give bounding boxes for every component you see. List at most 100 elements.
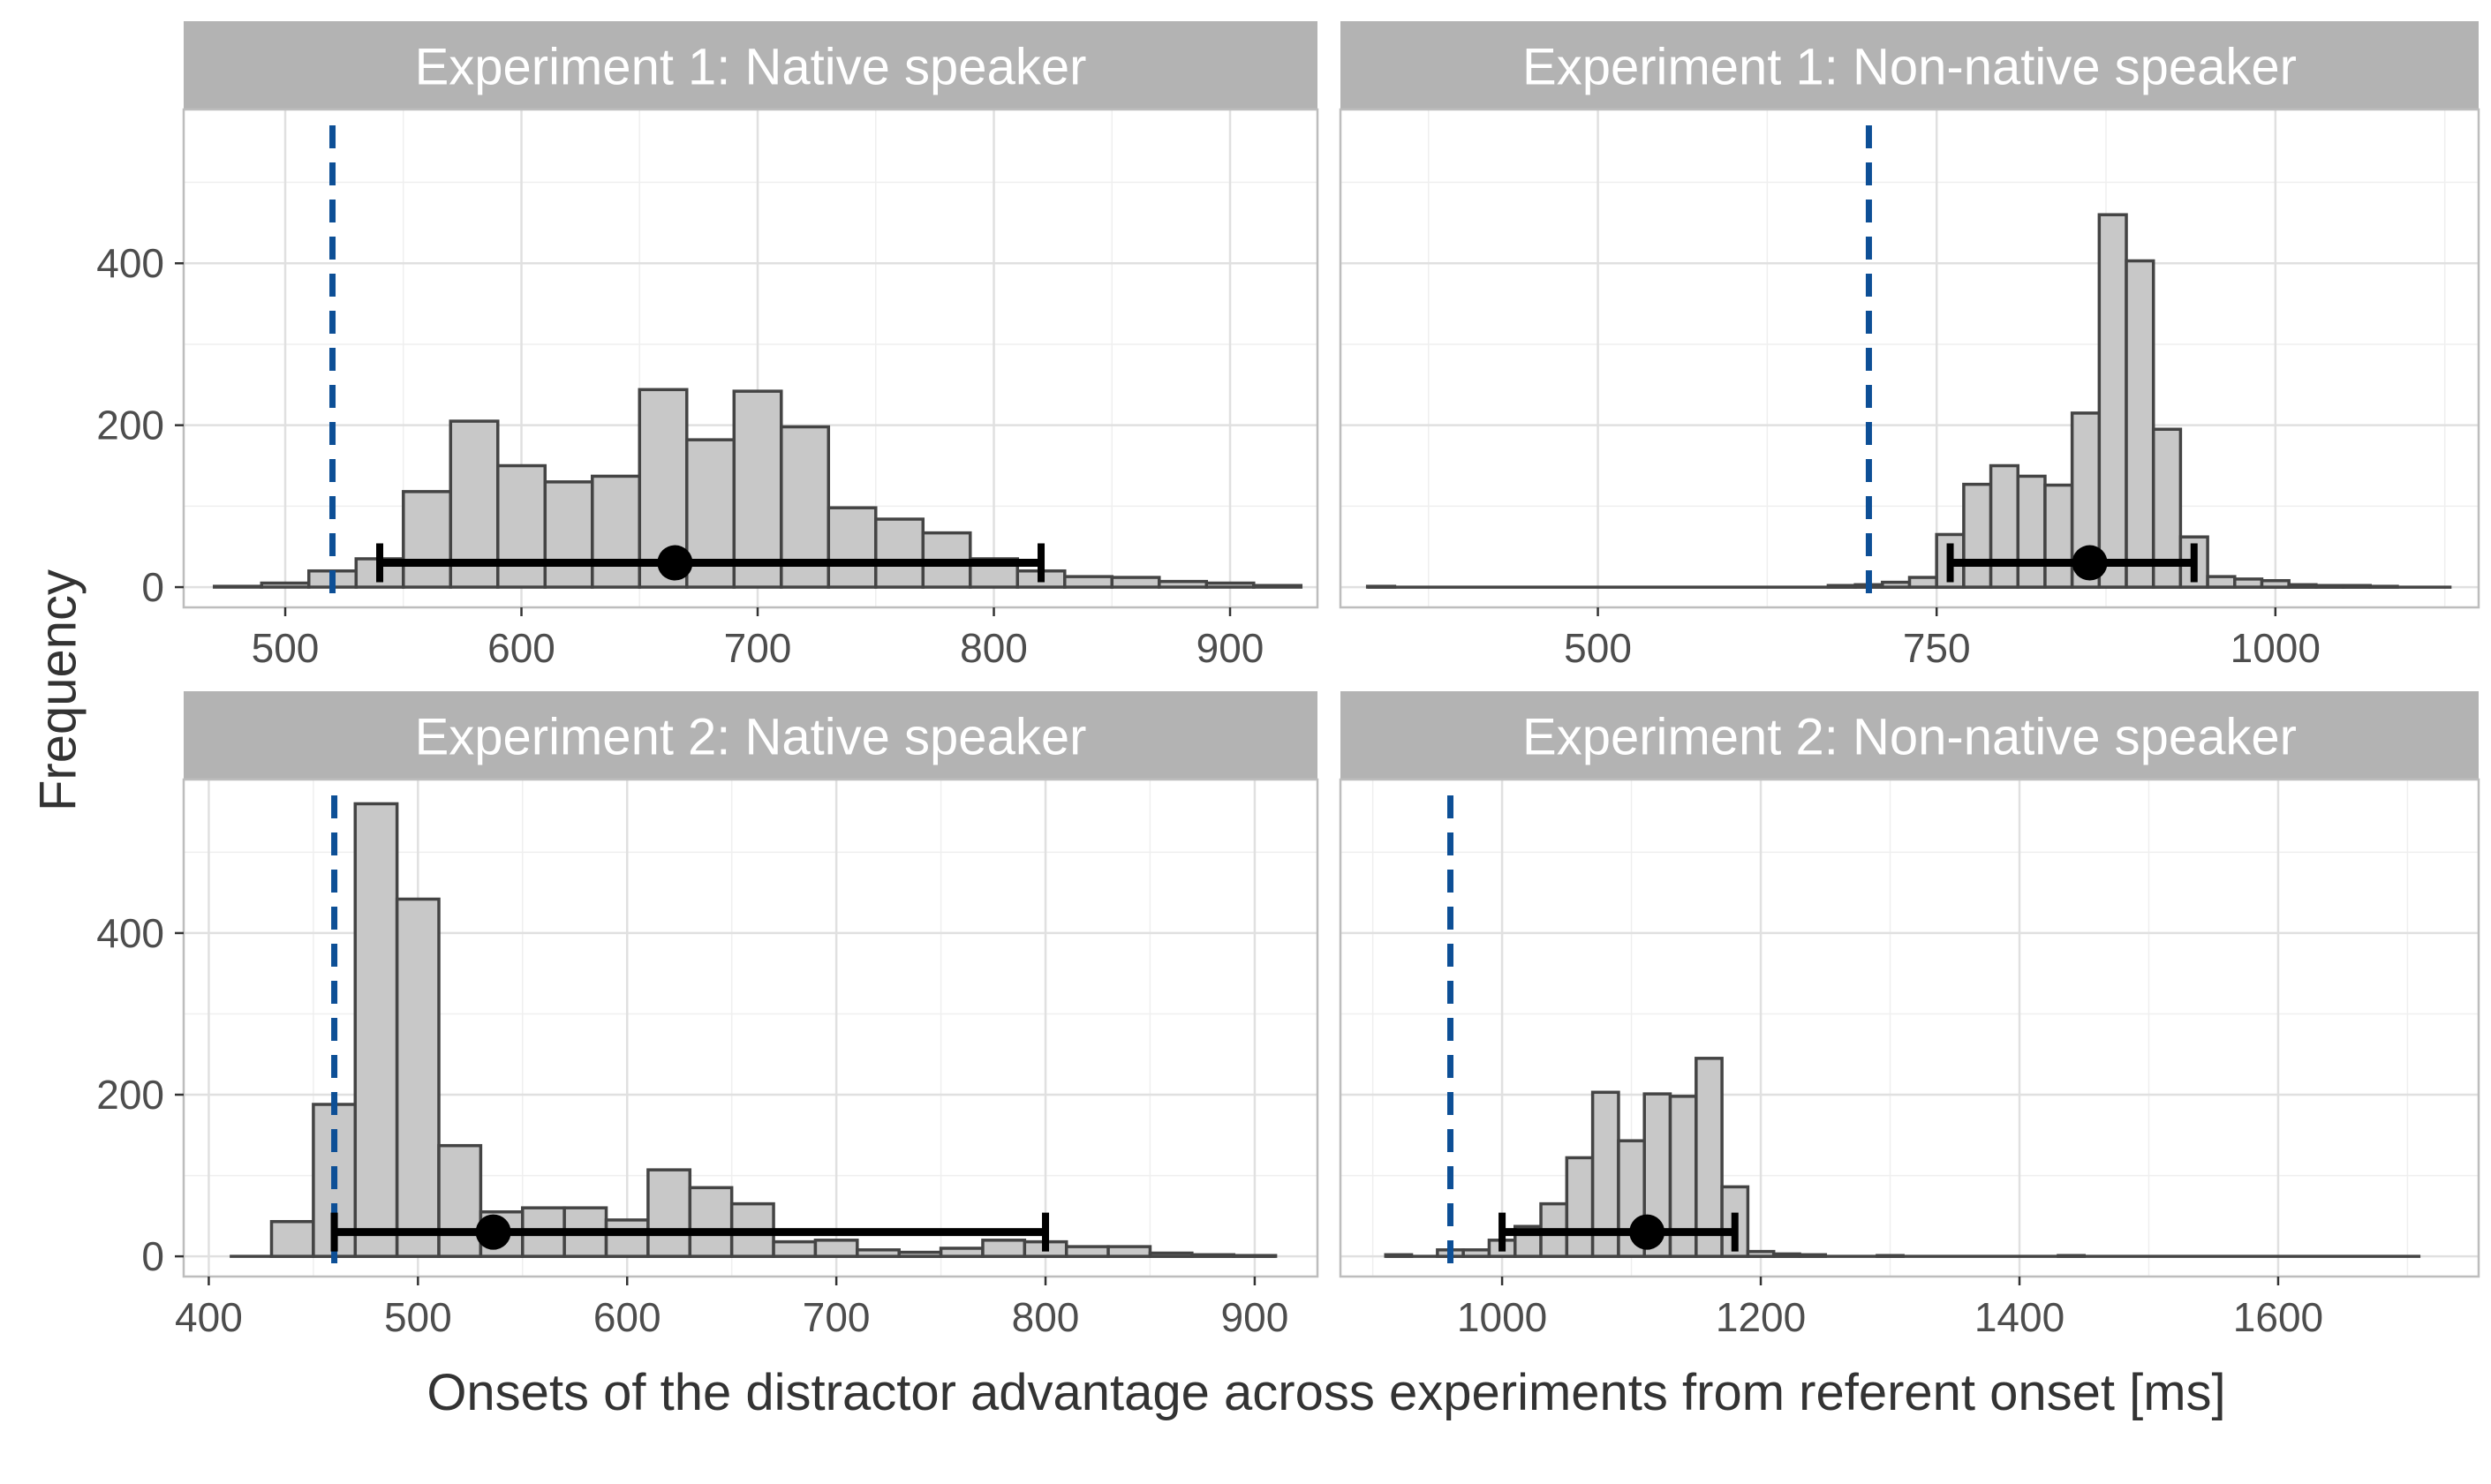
- x-tick-label: 900: [1196, 625, 1264, 671]
- histogram-bar: [402, 490, 453, 589]
- histogram-bar: [604, 1218, 650, 1258]
- histogram-bar: [260, 581, 311, 589]
- histogram-bar: [1798, 1253, 1828, 1258]
- histogram-bar: [1962, 482, 1993, 589]
- x-tick-label: 600: [487, 625, 555, 671]
- histogram-bar: [269, 1219, 315, 1258]
- histogram-bar: [1746, 1249, 1776, 1258]
- histogram-bar: [353, 802, 399, 1258]
- point-estimate: [1629, 1214, 1665, 1250]
- panel-border: [1339, 108, 2480, 609]
- histogram-bar: [2016, 474, 2047, 589]
- histogram-bar: [646, 1168, 692, 1258]
- facet-panel: Experiment 2: Native speaker 400 500 600 700…: [96, 691, 1319, 1340]
- histogram-bar: [1158, 579, 1209, 589]
- histogram-bar: [1771, 1252, 1801, 1258]
- x-tick-label: 750: [1903, 625, 1971, 671]
- x-tick-label: 600: [593, 1294, 661, 1340]
- histogram-bar: [1881, 580, 1912, 589]
- panel-border: [182, 778, 1319, 1278]
- histogram-bar: [874, 517, 925, 589]
- histogram-bar: [1110, 576, 1161, 589]
- facet-strip-title: Experiment 1: Non-native speaker: [1522, 39, 2297, 96]
- facet-panel: Experiment 1: Native speaker 500 600 700 800…: [96, 21, 1319, 671]
- histogram-bar: [732, 389, 783, 589]
- histogram-bar: [2368, 584, 2399, 589]
- histogram-bar: [1148, 1251, 1194, 1258]
- x-tick-label: 400: [175, 1294, 243, 1340]
- facet-strip-title: Experiment 1: Native speaker: [415, 39, 1087, 96]
- facet-strip-title: Experiment 2: Native speaker: [415, 709, 1087, 766]
- x-tick-label: 500: [1564, 625, 1632, 671]
- histogram-bar: [1204, 581, 1256, 589]
- point-estimate: [475, 1214, 511, 1250]
- histogram-bar: [813, 1239, 859, 1258]
- histogram-bar: [395, 897, 441, 1258]
- histogram-bar: [213, 584, 264, 589]
- panel-border: [182, 108, 1319, 609]
- histogram-bar: [437, 1143, 483, 1258]
- x-tick-label: 700: [724, 625, 792, 671]
- histogram-bar: [1384, 1253, 1414, 1258]
- histogram-bar: [496, 463, 547, 589]
- x-tick-label: 500: [384, 1294, 452, 1340]
- facet-strip: [1340, 21, 2479, 109]
- histogram-bar: [2260, 578, 2291, 589]
- histogram-bar: [1106, 1245, 1152, 1258]
- histogram-bar: [897, 1250, 943, 1258]
- histogram-bar: [2314, 584, 2345, 589]
- histogram-bar: [543, 480, 594, 589]
- point-estimate: [657, 545, 693, 581]
- histogram-bar: [2125, 259, 2155, 589]
- histogram-bar: [1907, 576, 1938, 589]
- histogram-bar: [856, 1248, 901, 1258]
- histogram-bar: [2233, 577, 2264, 589]
- histogram-bar: [2206, 575, 2237, 589]
- panel-border: [1339, 778, 2480, 1278]
- x-tick-label: 700: [803, 1294, 871, 1340]
- histogram-bar: [1565, 1156, 1595, 1258]
- facet-strip: [1340, 691, 2479, 780]
- facet-strip: [184, 21, 1317, 109]
- x-tick-label: 1400: [1974, 1294, 2065, 1340]
- histogram-bar: [1190, 1253, 1235, 1258]
- x-tick-label: 1600: [2233, 1294, 2323, 1340]
- y-tick-label: 400: [96, 240, 164, 286]
- x-tick-label: 900: [1221, 1294, 1289, 1340]
- y-tick-label: 0: [141, 1233, 164, 1279]
- facet-panel: Experiment 2: Non-native speaker 1000 1200…: [1339, 691, 2480, 1340]
- histogram-bar: [2341, 584, 2372, 589]
- histogram-bar: [1063, 575, 1114, 589]
- histogram-bar: [1365, 584, 1397, 589]
- y-axis-title: Frequency: [30, 569, 87, 811]
- x-tick-label: 800: [960, 625, 1028, 671]
- histogram-bar: [1826, 584, 1857, 589]
- histogram-bar: [981, 1239, 1027, 1258]
- histogram-bar: [591, 474, 642, 589]
- histogram-bar: [1695, 1057, 1724, 1258]
- x-tick-label: 1000: [2231, 625, 2321, 671]
- y-tick-label: 0: [141, 564, 164, 610]
- histogram-bar: [1876, 1254, 1905, 1258]
- histogram-bar: [1989, 463, 2020, 589]
- histogram-bar: [688, 1186, 734, 1258]
- y-tick-label: 200: [96, 1072, 164, 1118]
- y-tick-label: 200: [96, 403, 164, 448]
- histogram-bar: [772, 1239, 818, 1258]
- facet-strip: [184, 691, 1317, 780]
- x-tick-label: 800: [1012, 1294, 1080, 1340]
- x-tick-label: 500: [252, 625, 320, 671]
- histogram-bar: [2057, 1254, 2086, 1258]
- point-estimate: [2072, 545, 2108, 581]
- y-tick-label: 400: [96, 910, 164, 956]
- facet-strip-title: Experiment 2: Non-native speaker: [1522, 709, 2297, 766]
- facet-panel: Experiment 1: Non-native speaker 500 750 10…: [1339, 21, 2480, 671]
- histogram-bar: [1064, 1245, 1110, 1258]
- histogram-bar: [2097, 213, 2128, 589]
- x-tick-label: 1000: [1457, 1294, 1547, 1340]
- histogram-bar: [827, 506, 878, 589]
- histogram-bar: [1461, 1248, 1491, 1258]
- x-axis-title: Onsets of the distractor advantage acros…: [426, 1364, 2225, 1421]
- histogram-bar: [1252, 584, 1303, 589]
